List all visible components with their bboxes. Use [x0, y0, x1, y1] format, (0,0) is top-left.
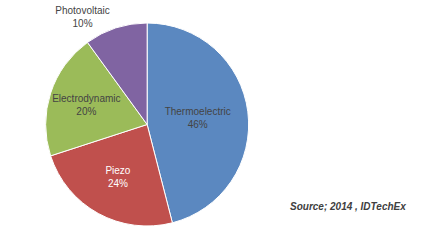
svg-text:Source; 2014 , IDTechEx: Source; 2014 , IDTechEx: [290, 201, 406, 212]
svg-text:Photovoltaic10%: Photovoltaic10%: [55, 5, 109, 29]
svg-text:Piezo24%: Piezo24%: [105, 165, 130, 189]
svg-text:Electrodynamic20%: Electrodynamic20%: [52, 93, 120, 117]
svg-text:Thermoelectric46%: Thermoelectric46%: [165, 106, 231, 130]
